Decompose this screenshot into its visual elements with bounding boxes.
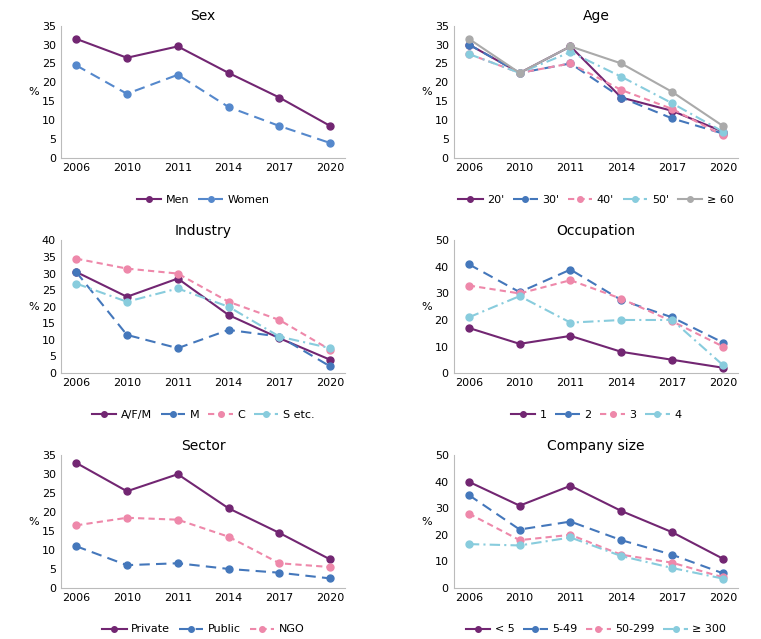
Legend: 1, 2, 3, 4: 1, 2, 3, 4 (506, 405, 686, 424)
Y-axis label: %: % (28, 87, 39, 97)
Y-axis label: %: % (421, 87, 431, 97)
Legend: < 5, 5-49, 50-299, ≥ 300: < 5, 5-49, 50-299, ≥ 300 (461, 620, 731, 639)
Legend: 20', 30', 40', 50', ≥ 60: 20', 30', 40', 50', ≥ 60 (454, 190, 738, 209)
Title: Occupation: Occupation (556, 224, 635, 238)
Title: Industry: Industry (175, 224, 231, 238)
Legend: Men, Women: Men, Women (132, 190, 274, 209)
Title: Sex: Sex (190, 9, 216, 23)
Legend: Private, Public, NGO: Private, Public, NGO (97, 620, 309, 639)
Title: Age: Age (582, 9, 610, 23)
Title: Sector: Sector (181, 439, 225, 452)
Y-axis label: %: % (421, 516, 431, 527)
Y-axis label: %: % (28, 516, 39, 527)
Y-axis label: %: % (28, 302, 39, 312)
Y-axis label: %: % (421, 302, 431, 312)
Legend: A/F/M, M, C, S etc.: A/F/M, M, C, S etc. (88, 405, 319, 424)
Title: Company size: Company size (547, 439, 645, 452)
